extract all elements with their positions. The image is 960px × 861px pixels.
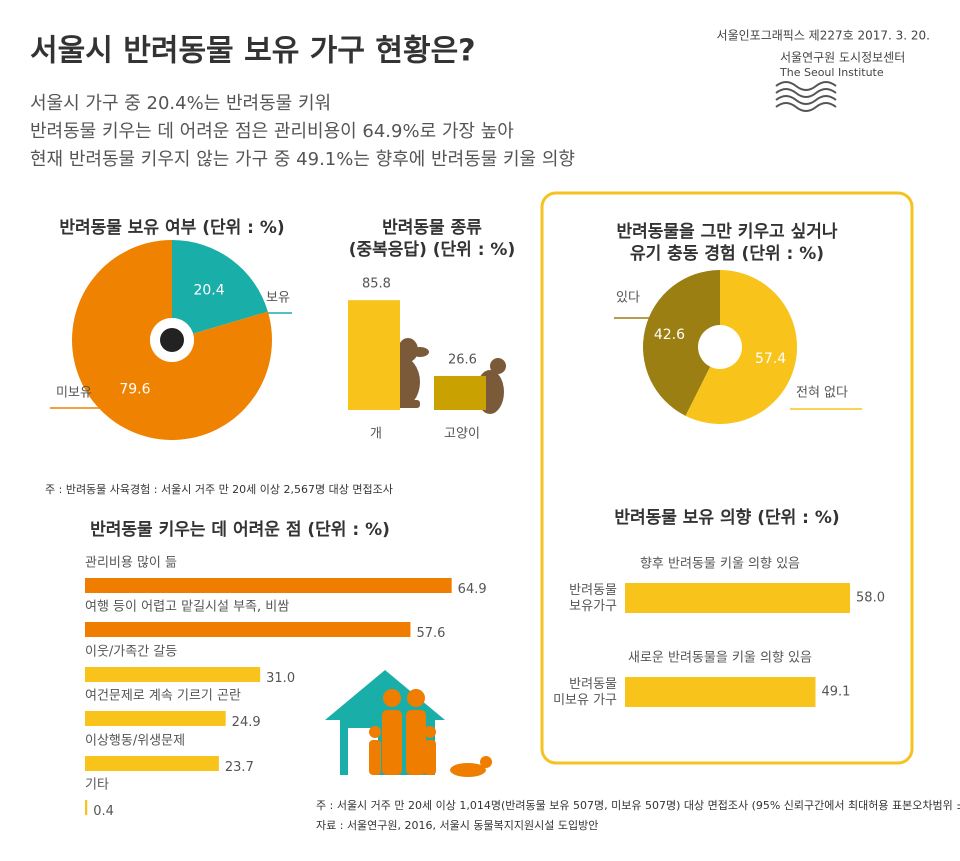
bar — [85, 711, 226, 726]
bar — [85, 667, 261, 682]
value-label: 31.0 — [266, 671, 295, 686]
bar — [434, 375, 486, 410]
pie-slice — [685, 270, 798, 424]
pie-slice — [643, 270, 720, 416]
value-label: 42.6 — [654, 327, 685, 343]
value-label: 57.6 — [416, 626, 445, 641]
child-head — [369, 726, 381, 738]
annotation: 향후 반려동물 키울 의향 있음 — [640, 557, 800, 572]
note: 주 : 반려동물 사육경험 : 서울시 거주 만 20세 이상 2,567명 대… — [45, 483, 393, 496]
logo-wave — [775, 102, 837, 112]
pie-slice — [172, 240, 268, 334]
person-body — [382, 710, 402, 775]
logo-wave — [775, 95, 837, 105]
institute-en: The Seoul Institute — [779, 66, 884, 79]
person-icon — [160, 328, 184, 352]
dog-snout — [411, 347, 429, 357]
institute-ko: 서울연구원 도시정보센터 — [780, 51, 905, 65]
chart-title: 반려동물 종류 (중복응답) (단위 : %) — [349, 218, 516, 260]
bar — [85, 622, 411, 637]
value-label: 26.6 — [448, 352, 477, 367]
category-label: 전혀 없다 — [796, 386, 848, 401]
child-body — [424, 740, 436, 775]
category-label: 기타 — [85, 778, 109, 793]
dog-small — [450, 763, 486, 777]
category-label: 미보유 — [56, 386, 92, 401]
dog-head — [398, 338, 418, 362]
page-title: 서울시 반려동물 보유 가구 현황은? — [30, 34, 476, 69]
chart-title: 반려동물을 그만 키우고 싶거나 유기 충동 경험 (단위 : %) — [616, 222, 837, 264]
category-label: 반려동물 미보유 가구 — [553, 677, 617, 708]
subtitle: 현재 반려동물 키우지 않는 가구 중 49.1%는 향후에 반려동물 키울 의… — [30, 149, 575, 170]
value-label: 49.1 — [822, 685, 851, 700]
category-label: 반려동물 보유가구 — [569, 583, 617, 614]
child-body — [369, 740, 381, 775]
note: 주 : 서울시 거주 만 20세 이상 1,014명(반려동물 보유 507명,… — [316, 799, 960, 812]
annotation: 새로운 반려동물을 키울 의향 있음 — [628, 651, 812, 666]
pie-slice — [71, 240, 272, 440]
category-label: 고양이 — [444, 427, 480, 442]
category-label: 있다 — [616, 291, 640, 306]
logo-wave — [775, 88, 837, 98]
value-label: 64.9 — [458, 582, 487, 597]
value-label: 23.7 — [225, 760, 254, 775]
subtitle: 반려동물 키우는 데 어려운 점은 관리비용이 64.9%로 가장 높아 — [30, 121, 514, 142]
person-body — [406, 710, 426, 775]
bar — [625, 677, 816, 707]
category-label: 개 — [370, 427, 382, 442]
bar — [85, 800, 88, 815]
value-label: 57.4 — [755, 351, 786, 367]
bar — [85, 756, 219, 771]
category-label: 여행 등이 어렵고 맡길시설 부족, 비쌈 — [85, 599, 289, 615]
bar — [85, 578, 452, 593]
source: 자료 : 서울연구원, 2016, 서울시 동물복지지원시설 도입방안 — [316, 819, 598, 832]
child-head — [424, 726, 436, 738]
subtitle: 서울시 가구 중 20.4%는 반려동물 키워 — [30, 93, 331, 114]
category-label: 이웃/가족간 갈등 — [85, 645, 177, 660]
category-label: 관리비용 많이 듦 — [85, 556, 177, 571]
bar — [348, 300, 400, 410]
value-label: 79.6 — [119, 382, 150, 398]
dog-small-head — [480, 756, 492, 768]
chart-title: 반려동물 키우는 데 어려운 점 (단위 : %) — [90, 520, 390, 540]
person-head — [407, 689, 425, 707]
value-label: 0.4 — [93, 804, 114, 819]
value-label: 85.8 — [362, 277, 391, 292]
charts: 반려동물 보유 여부 (단위 : %) 20.4 보유 79.6 미보유 반려동물 종류(… — [50, 218, 885, 819]
category-label: 이상행동/위생문제 — [85, 733, 185, 749]
logo — [775, 81, 837, 112]
logo-wave — [775, 81, 837, 91]
publisher: 서울인포그래픽스 제227호 2017. 3. 20. — [717, 29, 930, 43]
person-head — [383, 689, 401, 707]
chart-title: 반려동물 보유 의향 (단위 : %) — [614, 507, 839, 528]
family-icon — [325, 670, 492, 777]
value-label: 24.9 — [232, 715, 261, 730]
chart-title: 반려동물 보유 여부 (단위 : %) — [59, 218, 284, 238]
value-label: 20.4 — [193, 282, 224, 298]
bar — [625, 583, 851, 613]
cat-head — [490, 358, 506, 374]
category-label: 여건문제로 계속 기르기 곤란 — [85, 689, 241, 704]
value-label: 58.0 — [856, 591, 885, 606]
highlight-frame — [540, 191, 914, 765]
category-label: 보유 — [266, 291, 290, 306]
